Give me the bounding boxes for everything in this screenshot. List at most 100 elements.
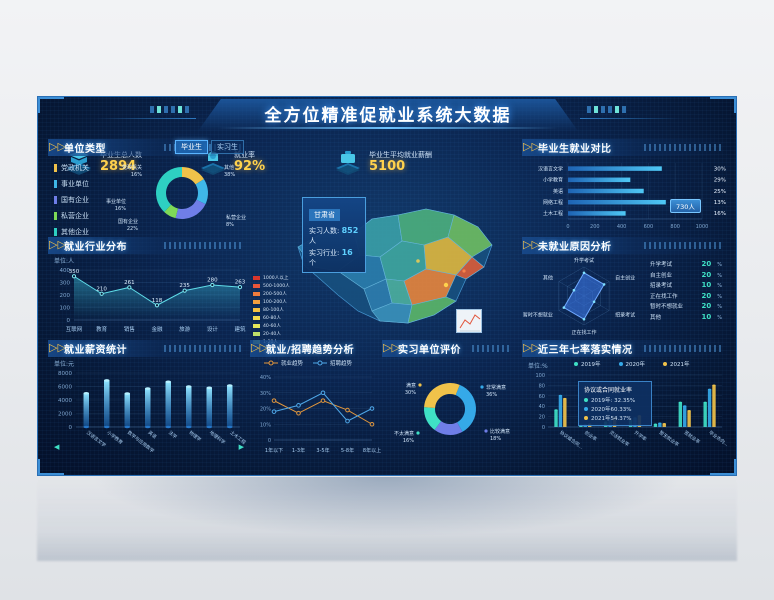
panel-salary-stats: ▷▷ 就业薪资统计 单位:元 0 2000 4000 6000 8000 汉语言文学 小学教… [48, 340, 248, 458]
unit-type-legend-item[interactable]: 私营企业 [54, 211, 89, 221]
unit-type-legend-item[interactable]: 其他企业 [54, 227, 89, 237]
tooltip-row: 2020年60.33% [584, 405, 646, 413]
svg-text:0: 0 [67, 318, 71, 324]
legend-marker [313, 360, 328, 366]
svg-text:261: 261 [124, 280, 135, 286]
tab-interns[interactable]: 实习生 [211, 140, 244, 154]
unemployment-radar-chart[interactable]: 升学考试 自主创业 招录考试 正在找工作 暂时不想就业 其他 [522, 256, 650, 336]
panel-industry-distribution: ▷▷ 就业行业分布 单位:人 0 100 200 300 400 350 互联网 210 教育 2… [48, 237, 248, 335]
map-tooltip-label-0: 实习人数: [309, 227, 340, 235]
svg-text:0: 0 [542, 425, 545, 431]
svg-text:毕业去向...: 毕业去向... [707, 429, 730, 448]
svg-text:教育: 教育 [96, 325, 108, 333]
panel-deco [644, 242, 722, 249]
svg-text:创业率: 创业率 [583, 429, 599, 443]
svg-text:6000: 6000 [58, 385, 72, 391]
map-legend-item: 60-80人 [253, 315, 290, 321]
trend-svg: 0 10% 20% 30% 40% 1年以下 1-3年 3-5年 5-8年 8年以上 [260, 375, 381, 454]
svg-text:400: 400 [60, 268, 71, 274]
svg-text:地理科学: 地理科学 [208, 429, 227, 446]
unit-type-donut[interactable]: 党政机关 16% 事业单位 16% 国有企业 22% 私营企业 8% 其他 38% [106, 159, 248, 232]
svg-text:8年以上: 8年以上 [363, 447, 381, 454]
map-legend-swatch [253, 276, 260, 280]
svg-text:20: 20 [539, 415, 545, 421]
panel-graduate-comparison: ▷▷ 毕业生就业对比 0 200 400 600 800 1000 汉语言文学 30% 小学教育… [522, 139, 728, 231]
svg-text:29%: 29% [714, 178, 726, 184]
reason-unit: % [717, 293, 722, 300]
map-tooltip-suffix-0: 人 [309, 237, 316, 245]
map-legend-label: 200-500人 [263, 292, 287, 297]
map-legend-swatch [253, 332, 260, 336]
tooltip-title: 协议或合同就业率 [584, 387, 633, 394]
briefcase-icon [333, 147, 363, 177]
industry-unit-label: 单位:人 [54, 258, 75, 265]
map-legend-swatch [253, 316, 260, 320]
chevron-right-icon: ▷▷ [383, 341, 400, 354]
svg-text:1年以下: 1年以下 [265, 447, 283, 454]
reason-row: 其他 10% [650, 313, 722, 321]
svg-text:英语: 英语 [553, 188, 563, 195]
header-underline [218, 127, 558, 129]
map-legend-swatch [253, 300, 260, 304]
svg-text:30%: 30% [405, 390, 416, 396]
svg-text:80: 80 [539, 383, 545, 389]
svg-text:金融: 金融 [151, 325, 163, 333]
reason-label: 招录考试 [650, 283, 673, 289]
panel-header-intern-eval: ▷▷ 实习单位评价 [382, 340, 518, 357]
svg-text:非常满意: 非常满意 [486, 384, 506, 391]
reason-value: 10 [701, 312, 712, 321]
trend-legend-item[interactable]: 就业趋势 [264, 359, 303, 367]
header-dots-right [587, 106, 626, 113]
unit-type-legend-item[interactable]: 国有企业 [54, 195, 89, 205]
map-tooltip-row: 实习行业: 16 个 [309, 248, 359, 268]
reason-value: 10 [701, 281, 712, 289]
svg-text:280: 280 [207, 278, 218, 284]
map-legend-swatch [253, 308, 260, 312]
industry-line-chart[interactable]: 0 100 200 300 400 350 互联网 210 教育 261 销售 118 金融 235 旅游 2… [48, 264, 248, 334]
tooltip-dot [584, 398, 588, 402]
tooltip-label: 2020年60.33% [591, 407, 632, 413]
unit-type-tabs[interactable]: 毕业生 实习生 [175, 140, 244, 154]
salary-bar-chart[interactable]: 0 2000 4000 6000 8000 汉语言文学 小学教育 数学与应用数学 英语 法学 物理学… [48, 367, 248, 457]
salary-scroll-left-icon[interactable]: ◀ [54, 443, 60, 451]
map-legend-label: 40-60人 [263, 324, 281, 329]
legend-label: 2021年 [670, 362, 690, 368]
seven-legend-item[interactable]: 2020年 [618, 360, 645, 368]
trend-legend-item[interactable]: 招聘趋势 [313, 359, 352, 367]
tooltip-label: 2019年: 32.35% [591, 398, 636, 404]
intern-eval-donut[interactable]: 非常满意 36% 比较满意 18% 不太满意 16% 满意 30% [382, 361, 518, 455]
seven-legend-item[interactable]: 2021年 [663, 360, 690, 368]
unit-type-legend-item[interactable]: 事业单位 [54, 179, 89, 189]
svg-text:0: 0 [268, 438, 271, 444]
panel-title: 就业/招聘趋势分析 [266, 345, 355, 356]
legend-label: 党政机关 [61, 164, 89, 172]
legend-label: 就业趋势 [281, 361, 304, 367]
stat-value: 2894 [100, 159, 137, 174]
svg-text:建筑: 建筑 [234, 325, 246, 333]
trend-line-chart[interactable]: 0 10% 20% 30% 40% 1年以下 1-3年 3-5年 5-8年 8年以上 [250, 371, 381, 456]
svg-text:16%: 16% [115, 206, 126, 212]
svg-text:其他: 其他 [543, 275, 553, 282]
salary-scroll-right-icon[interactable]: ▶ [238, 443, 244, 451]
unit-type-legend-item[interactable]: 党政机关 [54, 163, 89, 173]
svg-text:40%: 40% [260, 375, 271, 381]
panel-deco [644, 345, 722, 352]
legend-swatch [54, 164, 57, 172]
compare-bar-chart[interactable]: 0 200 400 600 800 1000 汉语言文学 30% 小学教育 29% 英语 25% 网络工… [522, 159, 728, 231]
svg-text:16%: 16% [403, 438, 414, 444]
panel-header-unit-type: ▷▷ 单位类型 毕业生 实习生 [48, 139, 248, 156]
panel-unit-type: ▷▷ 单位类型 毕业生 实习生 党政机关事业单位国有企业私营企业其他企业 党政机… [48, 139, 248, 236]
svg-text:30%: 30% [714, 166, 726, 172]
svg-text:党政机关: 党政机关 [122, 164, 142, 171]
svg-text:100: 100 [60, 306, 71, 312]
tab-graduates[interactable]: 毕业生 [175, 140, 208, 154]
seven-legend-item[interactable]: 2019年 [574, 360, 601, 368]
tooltip-row: 2019年: 32.35% [584, 396, 646, 404]
svg-text:40: 40 [539, 404, 545, 410]
panel-unemployment-reasons: ▷▷ 未就业原因分析 升学考试 自主创业 招录考试 正在找工作 暂时不想就业 其他 升学考… [522, 237, 728, 336]
chevron-right-icon: ▷▷ [523, 140, 540, 153]
salary-unit-label: 单位:元 [54, 361, 75, 368]
map-legend-item: 500-1000人 [253, 283, 290, 289]
